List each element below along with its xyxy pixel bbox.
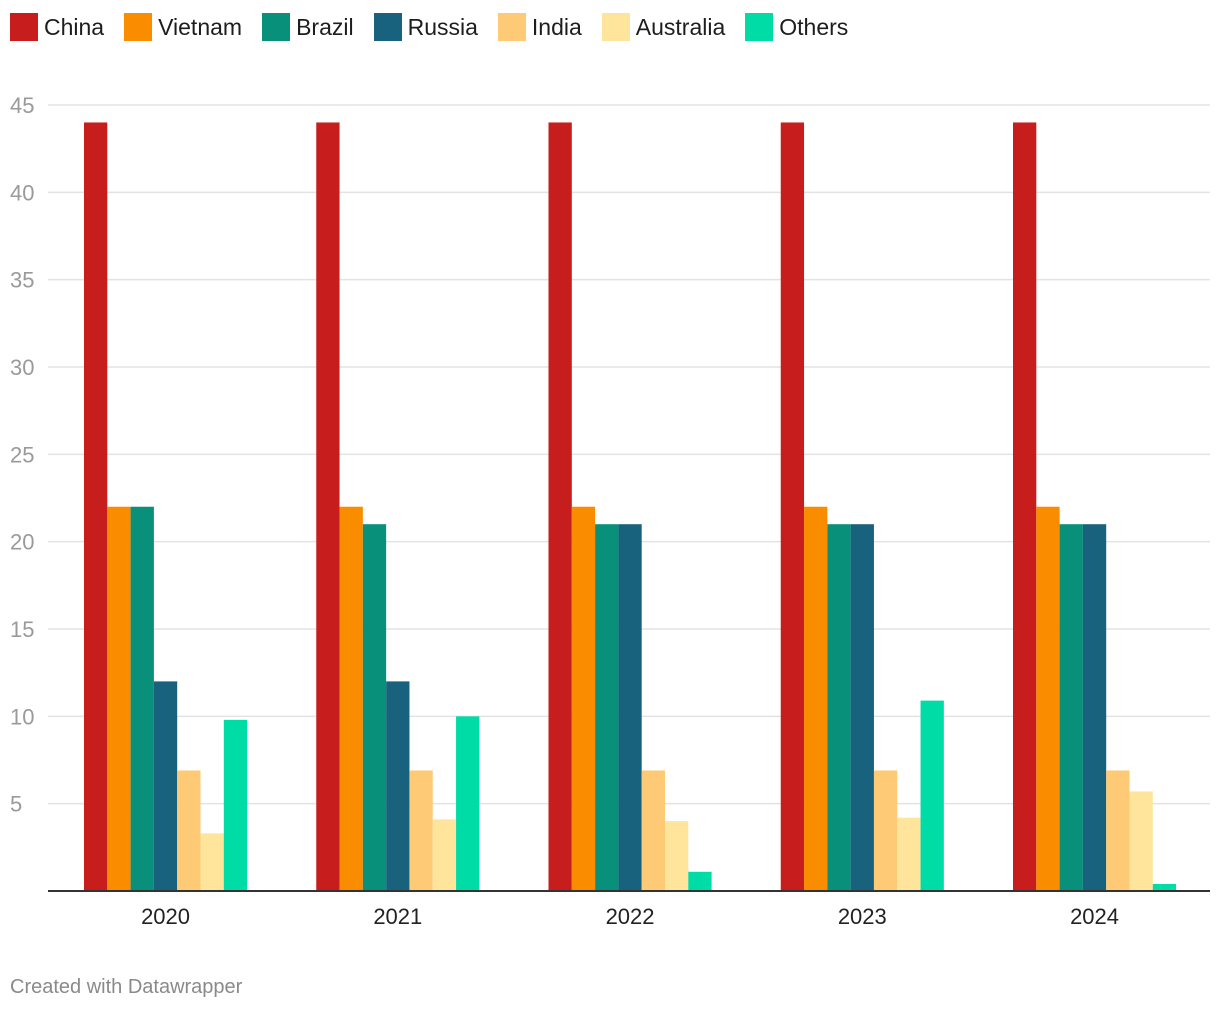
- legend-swatch: [10, 13, 38, 41]
- bar-russia-2021: [386, 681, 410, 891]
- bar-vietnam-2021: [339, 506, 363, 891]
- bar-others-2023: [920, 700, 944, 891]
- legend-swatch: [262, 13, 291, 41]
- bar-brazil-2023: [827, 524, 851, 891]
- x-tick-label: 2022: [606, 904, 655, 929]
- bar-chart: 5 10 15 20 25 30 35 40 45 2020 2021 2022 2023 2024: [10, 93, 1210, 929]
- bar-brazil-2024: [1059, 524, 1083, 891]
- bar-brazil-2020: [130, 506, 154, 891]
- bar-china-2022: [548, 122, 572, 892]
- legend-label: Russia: [407, 14, 478, 40]
- bar-russia-2023: [850, 524, 874, 891]
- y-tick-label: 15: [10, 617, 34, 642]
- legend-label: Australia: [635, 14, 726, 40]
- legend-label: China: [44, 14, 105, 40]
- bar-vietnam-2022: [571, 506, 596, 891]
- bar-china-2023: [780, 122, 805, 892]
- bar-australia-2024: [1129, 791, 1153, 891]
- legend-item-others: Others: [745, 13, 848, 41]
- y-tick-label: 20: [10, 530, 34, 555]
- legend-label: Others: [779, 14, 849, 40]
- bar-india-2022: [641, 770, 665, 891]
- legend-label: India: [531, 14, 582, 40]
- bar-india-2020: [177, 770, 201, 891]
- legend-item-vietnam: Vietnam: [124, 13, 242, 41]
- x-tick-label: 2021: [373, 904, 422, 929]
- legend-swatch: [745, 13, 774, 41]
- legend-item-china: China: [10, 13, 104, 41]
- y-tick-label: 40: [10, 180, 34, 205]
- bar-russia-2020: [153, 681, 178, 891]
- bar-vietnam-2024: [1036, 506, 1060, 891]
- bar-australia-2023: [897, 817, 921, 891]
- bar-others-2022: [688, 871, 712, 891]
- bar-india-2024: [1106, 770, 1130, 891]
- bar-vietnam-2020: [107, 506, 131, 891]
- y-tick-label: 10: [10, 704, 34, 729]
- bar-australia-2021: [432, 819, 457, 891]
- bar-australia-2022: [665, 821, 689, 891]
- bar-india-2021: [409, 770, 433, 891]
- bar-russia-2024: [1082, 524, 1107, 891]
- legend-item-india: India: [497, 13, 582, 41]
- bar-others-2024: [1152, 884, 1177, 891]
- x-tick-label: 2020: [141, 904, 190, 929]
- legend-swatch: [124, 13, 153, 41]
- x-tick-label: 2024: [1070, 904, 1119, 929]
- legend-label: Vietnam: [158, 14, 243, 40]
- bar-vietnam-2023: [804, 506, 828, 891]
- footer-credit: Created with Datawrapper: [10, 976, 243, 998]
- bar-australia-2020: [200, 833, 224, 891]
- chart-legend: China Vietnam Brazil Russia India Australia Ot…: [10, 13, 868, 41]
- legend-item-brazil: Brazil: [262, 13, 354, 41]
- y-tick-label: 45: [10, 93, 34, 118]
- bar-china-2021: [316, 122, 340, 892]
- legend-item-australia: Australia: [601, 13, 726, 41]
- legend-swatch: [373, 13, 402, 41]
- y-tick-label: 30: [10, 355, 34, 380]
- bar-china-2024: [1013, 122, 1037, 892]
- bar-others-2020: [223, 719, 248, 891]
- legend-label: Brazil: [296, 14, 354, 40]
- y-tick-label: 35: [10, 268, 34, 293]
- legend-swatch: [497, 13, 526, 41]
- bar-others-2021: [456, 716, 480, 891]
- legend-item-russia: Russia: [373, 13, 478, 41]
- y-tick-label: 5: [10, 792, 22, 817]
- bar-russia-2022: [618, 524, 642, 891]
- bar-brazil-2021: [362, 524, 387, 891]
- bar-china-2020: [84, 122, 108, 892]
- bar-india-2023: [873, 770, 898, 891]
- y-tick-label: 25: [10, 442, 34, 467]
- x-tick-label: 2023: [838, 904, 887, 929]
- legend-swatch: [601, 13, 630, 41]
- bar-brazil-2022: [595, 524, 619, 891]
